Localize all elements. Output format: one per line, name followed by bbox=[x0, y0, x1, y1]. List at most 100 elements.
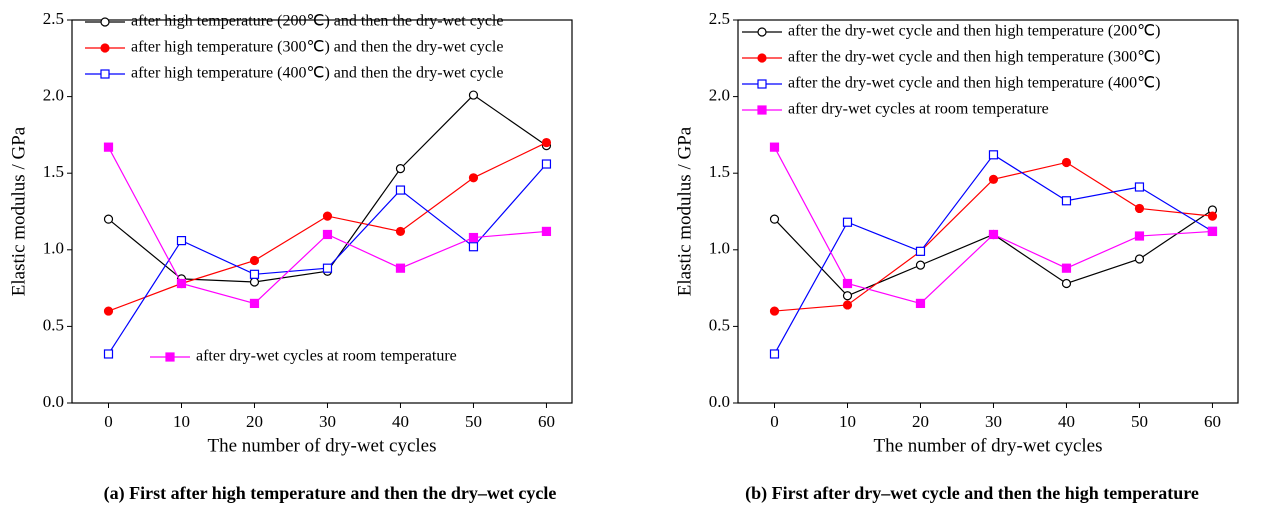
marker bbox=[249, 255, 260, 266]
x-tick-label: 30 bbox=[985, 412, 1002, 431]
x-tick-label: 10 bbox=[173, 412, 190, 431]
marker bbox=[842, 217, 853, 227]
x-axis-label: The number of dry-wet cycles bbox=[208, 435, 437, 456]
marker bbox=[468, 90, 479, 100]
legend-label: after dry-wet cycles at room temperature bbox=[788, 101, 1049, 118]
x-tick-label: 40 bbox=[1058, 412, 1075, 431]
legend-item: after dry-wet cycles at room temperature bbox=[742, 101, 1049, 118]
marker bbox=[988, 150, 999, 160]
y-tick-label: 1.5 bbox=[43, 162, 64, 181]
marker bbox=[322, 211, 333, 221]
marker bbox=[1207, 226, 1218, 237]
x-tick-label: 40 bbox=[392, 412, 409, 431]
marker bbox=[842, 300, 853, 310]
marker bbox=[1207, 211, 1218, 221]
legend-marker bbox=[757, 27, 767, 37]
legend-marker bbox=[165, 352, 175, 362]
x-tick-label: 20 bbox=[912, 412, 929, 431]
marker bbox=[1134, 203, 1145, 214]
marker bbox=[842, 278, 853, 289]
marker bbox=[1134, 231, 1145, 241]
series bbox=[103, 137, 552, 316]
marker bbox=[322, 263, 333, 273]
series bbox=[769, 142, 1218, 309]
marker bbox=[988, 174, 999, 184]
legend-label: after the dry-wet cycle and then high te… bbox=[788, 49, 1160, 66]
marker bbox=[176, 278, 187, 289]
marker bbox=[103, 306, 114, 316]
marker bbox=[769, 142, 780, 152]
legend-marker bbox=[757, 79, 767, 89]
line bbox=[773, 146, 1213, 305]
legend-marker bbox=[757, 105, 767, 115]
marker bbox=[915, 298, 926, 309]
y-tick-label: 0.5 bbox=[43, 315, 64, 334]
marker bbox=[541, 226, 552, 237]
marker bbox=[1134, 182, 1145, 192]
y-tick-label: 2.0 bbox=[709, 86, 730, 105]
legend-label: after the dry-wet cycle and then high te… bbox=[788, 23, 1160, 40]
y-tick-label: 0.0 bbox=[709, 392, 730, 411]
marker bbox=[915, 246, 926, 256]
x-tick-label: 50 bbox=[1131, 412, 1148, 431]
legend-label: after high temperature (200℃) and then t… bbox=[131, 13, 503, 30]
marker bbox=[103, 142, 114, 152]
marker bbox=[468, 242, 479, 252]
marker bbox=[1134, 254, 1145, 264]
x-tick-label: 20 bbox=[246, 412, 263, 431]
marker bbox=[915, 260, 926, 270]
marker bbox=[395, 226, 406, 237]
marker bbox=[249, 298, 260, 309]
legend-label: after high temperature (300℃) and then t… bbox=[131, 39, 503, 56]
marker bbox=[249, 277, 260, 287]
y-tick-label: 2.5 bbox=[709, 9, 730, 28]
series bbox=[769, 205, 1218, 301]
legend-label: after dry-wet cycles at room temperature bbox=[196, 348, 457, 365]
marker bbox=[769, 306, 780, 316]
marker bbox=[103, 214, 114, 224]
marker bbox=[769, 214, 780, 224]
legend-item: after the dry-wet cycle and then high te… bbox=[742, 23, 1160, 40]
x-tick-label: 60 bbox=[1204, 412, 1221, 431]
marker bbox=[842, 291, 853, 301]
caption: (b) First after dry–wet cycle and then t… bbox=[745, 483, 1199, 504]
legend-label: after high temperature (400℃) and then t… bbox=[131, 65, 503, 82]
marker bbox=[1061, 263, 1072, 273]
marker bbox=[541, 137, 552, 148]
x-tick-label: 60 bbox=[538, 412, 555, 431]
marker bbox=[1061, 157, 1072, 168]
y-tick-label: 1.5 bbox=[709, 162, 730, 181]
x-tick-label: 0 bbox=[104, 412, 113, 431]
marker bbox=[176, 236, 187, 246]
legend-label: after the dry-wet cycle and then high te… bbox=[788, 75, 1160, 92]
series bbox=[103, 142, 552, 309]
line bbox=[107, 146, 547, 305]
series bbox=[103, 159, 552, 359]
marker bbox=[541, 159, 552, 169]
y-axis-label: Elastic modulus / GPa bbox=[8, 126, 29, 296]
line bbox=[774, 209, 1213, 297]
marker bbox=[769, 349, 780, 359]
marker bbox=[395, 185, 406, 195]
y-tick-label: 2.0 bbox=[43, 86, 64, 105]
marker bbox=[988, 229, 999, 240]
marker bbox=[468, 232, 479, 243]
marker bbox=[395, 164, 406, 174]
legend-item: after high temperature (300℃) and then t… bbox=[85, 39, 503, 56]
legend-marker bbox=[100, 69, 110, 79]
y-tick-label: 1.0 bbox=[43, 239, 64, 258]
x-tick-label: 10 bbox=[839, 412, 856, 431]
legend-marker bbox=[100, 17, 110, 27]
marker bbox=[322, 229, 333, 240]
line bbox=[108, 142, 547, 312]
x-axis-label: The number of dry-wet cycles bbox=[874, 435, 1103, 456]
legend-marker bbox=[757, 53, 767, 63]
y-tick-label: 1.0 bbox=[709, 239, 730, 258]
legend-marker bbox=[100, 43, 110, 53]
plot-frame bbox=[71, 19, 573, 404]
y-tick-label: 0.5 bbox=[709, 315, 730, 334]
x-tick-label: 30 bbox=[319, 412, 336, 431]
legend-item: after high temperature (200℃) and then t… bbox=[85, 13, 503, 30]
y-axis-label: Elastic modulus / GPa bbox=[674, 126, 695, 296]
